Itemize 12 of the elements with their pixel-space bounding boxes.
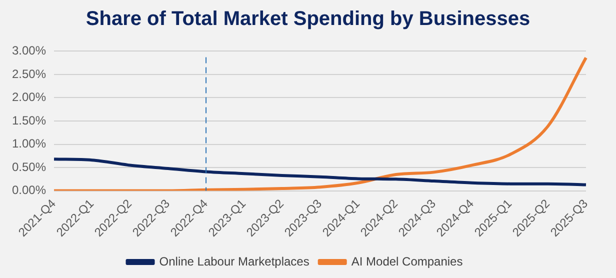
y-tick-label: 0.50% <box>12 160 46 174</box>
line-series <box>52 56 588 191</box>
y-tick-label: 2.50% <box>12 66 46 81</box>
y-tick-label: 1.00% <box>12 136 46 151</box>
y-tick-label: 3.00% <box>12 44 46 58</box>
line-series <box>52 158 588 186</box>
legend-label: Online Labour Marketplaces <box>159 254 310 268</box>
y-tick-label: 2.00% <box>12 90 46 104</box>
y-tick-label: 1.50% <box>12 113 46 128</box>
chart-title: Share of Total Market Spending by Businesses <box>84 7 532 32</box>
y-tick-label: 0.00% <box>12 183 46 198</box>
legend-label: AI Model Companies <box>351 254 463 268</box>
